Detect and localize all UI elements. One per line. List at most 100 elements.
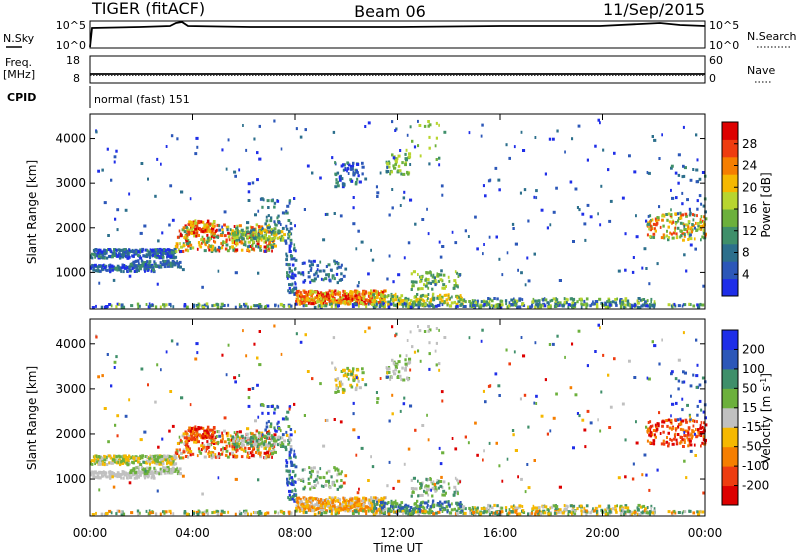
power-cell (333, 291, 336, 295)
velocity-cell (320, 504, 324, 508)
power-colorbar-segment (722, 209, 738, 227)
power-cell (685, 269, 688, 273)
velocity-cell (254, 441, 258, 445)
power-cell (495, 235, 498, 239)
power-cell (696, 158, 699, 162)
power-cell (593, 302, 596, 306)
power-cell (555, 298, 559, 302)
power-cell (103, 266, 106, 269)
power-cell (105, 268, 109, 272)
power-cell (677, 173, 681, 177)
velocity-cell (462, 506, 465, 509)
velocity-cell (513, 504, 515, 508)
power-cell (491, 299, 494, 303)
velocity-cell (324, 483, 328, 487)
power-cell (269, 219, 273, 223)
power-cell (439, 293, 442, 297)
power-cell (267, 230, 271, 234)
power-cell (334, 262, 337, 266)
velocity-cell (195, 440, 198, 444)
power-cell (364, 290, 368, 294)
power-cell (323, 295, 327, 299)
velocity-cell (579, 504, 583, 508)
power-cell (419, 303, 421, 307)
power-cell (307, 271, 310, 274)
power-data-layer (90, 118, 708, 309)
power-cell (405, 302, 408, 306)
velocity-cell (428, 328, 432, 332)
power-cell (424, 284, 428, 288)
velocity-cell (150, 455, 153, 459)
velocity-cell (120, 455, 124, 459)
power-cell (145, 303, 148, 306)
power-cell (667, 225, 670, 229)
velocity-cell (563, 507, 566, 511)
power-cell (208, 244, 210, 248)
power-cell (254, 230, 258, 234)
velocity-cell (308, 466, 311, 470)
power-cell (674, 304, 677, 308)
power-cell (195, 223, 198, 227)
velocity-cell (512, 508, 515, 511)
velocity-cell (327, 500, 330, 504)
power-cell (563, 297, 566, 301)
power-cell (365, 305, 368, 309)
velocity-cell (288, 473, 291, 477)
velocity-cell (114, 458, 117, 462)
power-cell (419, 294, 423, 298)
velocity-cell (346, 498, 348, 502)
power-cell (312, 279, 316, 283)
velocity-cell (203, 431, 208, 435)
power-cell (401, 161, 404, 165)
power-cell (215, 235, 219, 239)
power-cell (151, 248, 155, 252)
power-cell (121, 265, 124, 269)
power-cell (385, 170, 389, 173)
velocity-cell (161, 457, 164, 461)
power-cell (102, 254, 104, 258)
velocity-cell (268, 447, 272, 450)
velocity-cell (642, 504, 646, 508)
power-cell (512, 227, 515, 230)
power-cell (260, 225, 264, 229)
velocity-cell (652, 429, 656, 432)
power-cell (606, 305, 609, 309)
power-cell (344, 267, 348, 271)
velocity-cell (417, 510, 419, 514)
velocity-cell (688, 441, 691, 445)
power-cell (194, 227, 197, 231)
power-cell (328, 302, 331, 306)
power-cell (418, 124, 422, 127)
velocity-cell (203, 455, 207, 459)
power-cell (648, 303, 652, 307)
power-cell (310, 263, 314, 267)
velocity-cell (356, 498, 359, 502)
power-cell (552, 297, 556, 301)
power-cell (685, 223, 689, 227)
power-cell (195, 304, 199, 307)
power-cell (279, 237, 282, 241)
power-cell (648, 227, 651, 231)
power-cell (168, 223, 171, 227)
power-cell (330, 305, 333, 309)
velocity-cell (211, 435, 214, 438)
power-cell (417, 144, 420, 148)
power-cell (522, 149, 526, 152)
velocity-cell (135, 470, 138, 474)
velocity-cell (287, 496, 290, 500)
power-cell (148, 302, 151, 306)
velocity-cell (464, 507, 467, 511)
power-cell (481, 123, 484, 127)
velocity-cell (303, 497, 306, 501)
power-cell (694, 247, 697, 251)
power-cell (661, 214, 664, 218)
power-cell (227, 235, 231, 239)
velocity-cell (324, 504, 327, 508)
velocity-cell (685, 420, 688, 424)
velocity-cell (550, 505, 554, 509)
velocity-cell (391, 501, 394, 505)
power-cell (331, 297, 335, 301)
velocity-cell (197, 440, 200, 444)
velocity-cell (110, 461, 114, 465)
velocity-cell (399, 504, 402, 508)
